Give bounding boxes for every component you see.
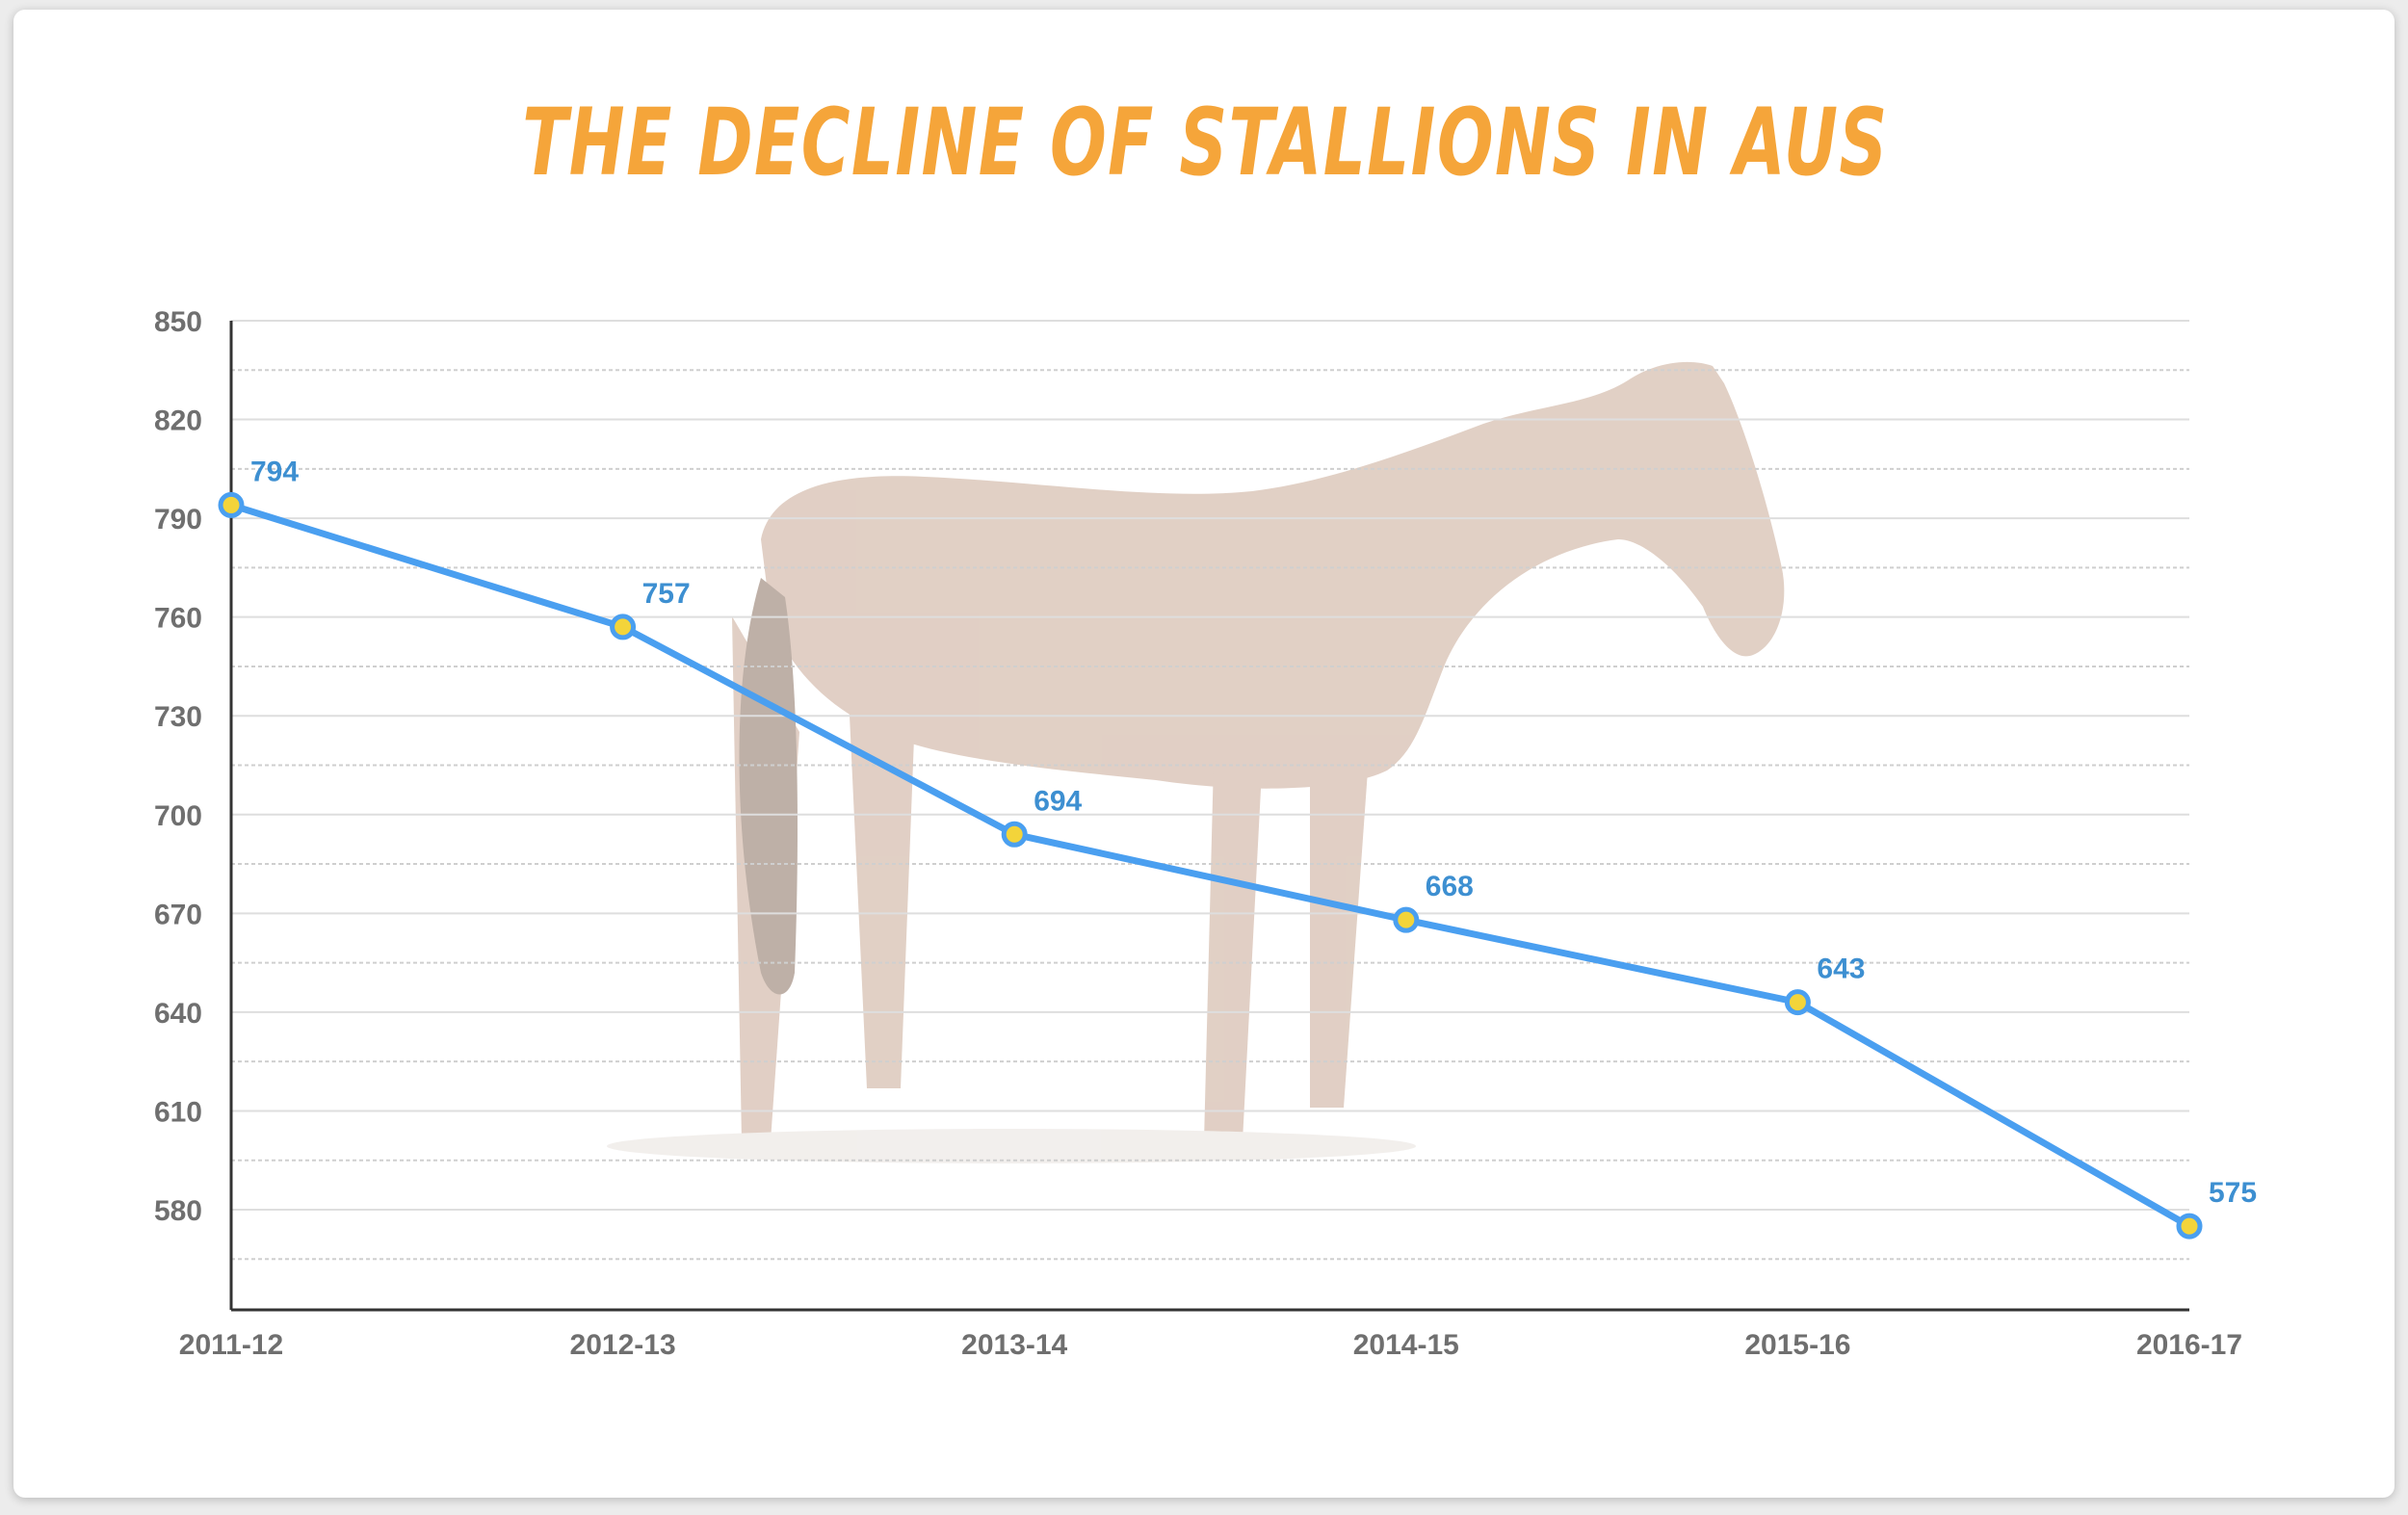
x-tick-label: 2011-12 [179, 1329, 283, 1361]
grid-lines [231, 320, 2189, 1261]
chart-title: THE DECLINE OF STALLIONS IN AUS [522, 89, 1889, 196]
horse-tail [739, 578, 798, 995]
data-point [2176, 1213, 2203, 1240]
y-tick-label: 820 [154, 405, 202, 437]
data-point [1784, 989, 1811, 1016]
data-label: 794 [250, 456, 299, 487]
horse-shadow [607, 1129, 1416, 1163]
x-tick-label: 2012-13 [570, 1329, 676, 1361]
y-tick-label: 700 [154, 800, 202, 832]
horse-leg [1204, 761, 1262, 1141]
y-axis-ticks: 850 820 790 760 730 700 670 640 610 580 [154, 306, 202, 1227]
data-label: 757 [642, 578, 691, 610]
series-polyline [227, 501, 2193, 1230]
y-tick-label: 730 [154, 701, 202, 733]
data-label: 668 [1426, 871, 1474, 902]
data-point [218, 491, 245, 518]
data-label: 643 [1817, 953, 1865, 985]
x-tick-label: 2014-15 [1353, 1329, 1459, 1361]
axes [229, 321, 2189, 1312]
x-axis-ticks: 2011-12 2012-13 2013-14 2014-15 2015-16 2016-… [179, 1329, 2242, 1361]
y-tick-label: 610 [154, 1096, 202, 1128]
horse-leg [1310, 761, 1368, 1108]
horse-leg [848, 674, 915, 1088]
data-point [610, 614, 637, 640]
y-tick-label: 790 [154, 504, 202, 535]
x-tick-label: 2015-16 [1744, 1329, 1850, 1361]
data-point [1001, 821, 1028, 848]
data-label: 694 [1034, 785, 1082, 817]
y-tick-label: 760 [154, 603, 202, 635]
x-tick-label: 2013-14 [961, 1329, 1067, 1361]
y-tick-label: 640 [154, 998, 202, 1030]
data-label: 575 [2209, 1177, 2257, 1209]
data-points [218, 491, 2203, 1240]
data-point [1393, 906, 1420, 933]
x-tick-label: 2016-17 [2136, 1329, 2242, 1361]
y-tick-label: 580 [154, 1195, 202, 1227]
horse-illustration [607, 361, 1785, 1163]
data-labels: 794 757 694 668 643 575 [250, 456, 2257, 1209]
y-tick-label: 850 [154, 306, 202, 338]
series-line [227, 501, 2193, 1230]
y-tick-label: 670 [154, 899, 202, 930]
